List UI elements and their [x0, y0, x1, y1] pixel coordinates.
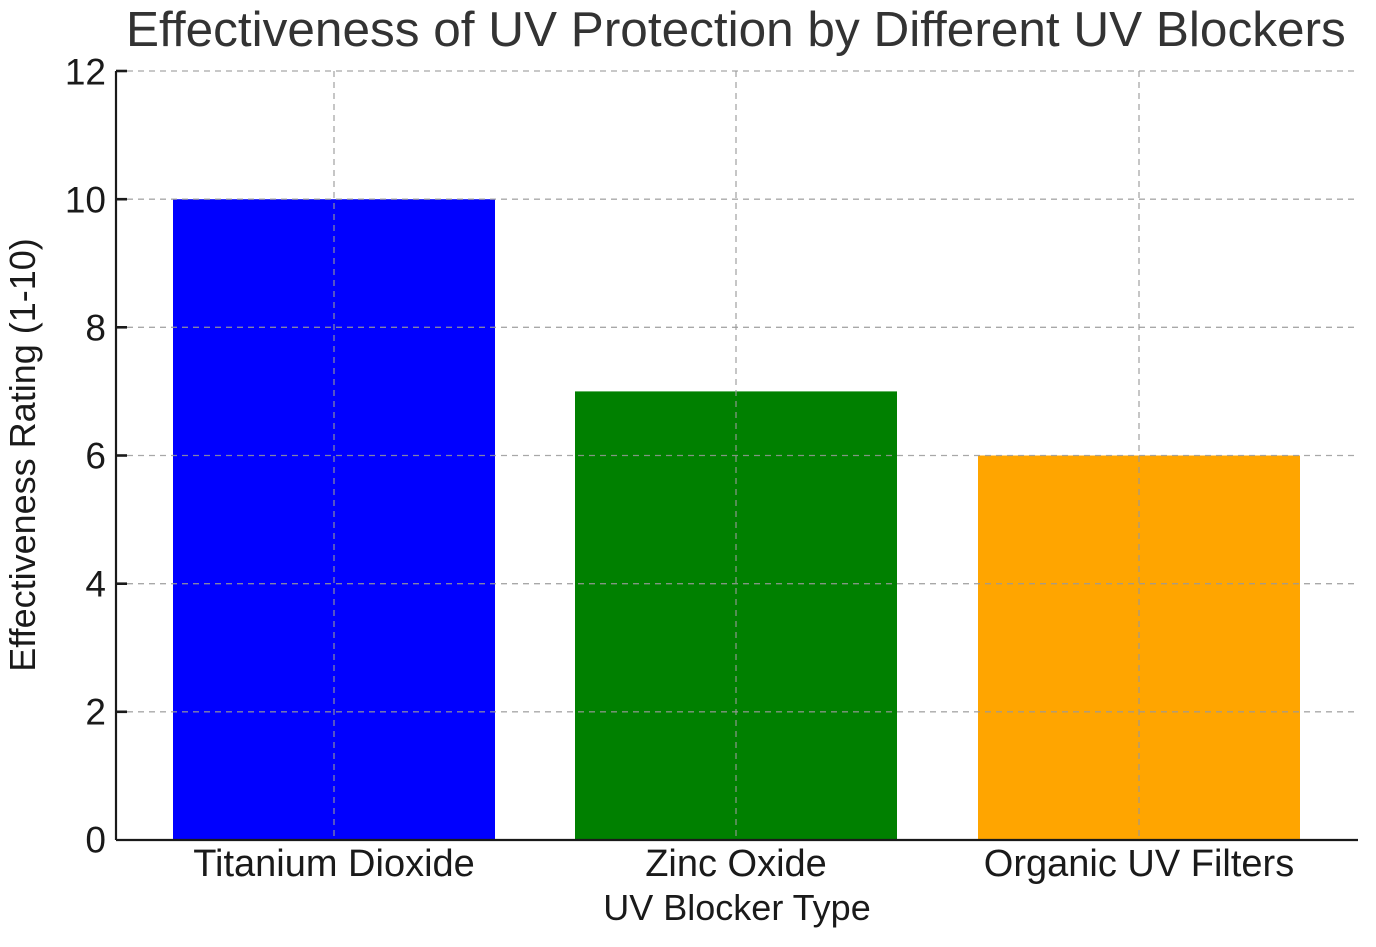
- svg-text:6: 6: [85, 436, 106, 477]
- svg-text:Zinc Oxide: Zinc Oxide: [645, 843, 827, 885]
- svg-text:Organic UV Filters: Organic UV Filters: [984, 843, 1294, 885]
- svg-text:2: 2: [85, 692, 106, 733]
- svg-text:Titanium Dioxide: Titanium Dioxide: [193, 843, 475, 885]
- svg-text:UV Blocker Type: UV Blocker Type: [603, 887, 870, 928]
- svg-text:Effectiveness Rating (1-10): Effectiveness Rating (1-10): [2, 238, 43, 672]
- svg-text:12: 12: [65, 52, 106, 93]
- svg-text:8: 8: [85, 308, 106, 349]
- svg-text:10: 10: [65, 180, 106, 221]
- svg-text:0: 0: [85, 820, 106, 861]
- svg-text:4: 4: [85, 564, 106, 605]
- svg-text:Effectiveness of UV Protection: Effectiveness of UV Protection by Differ…: [126, 2, 1346, 57]
